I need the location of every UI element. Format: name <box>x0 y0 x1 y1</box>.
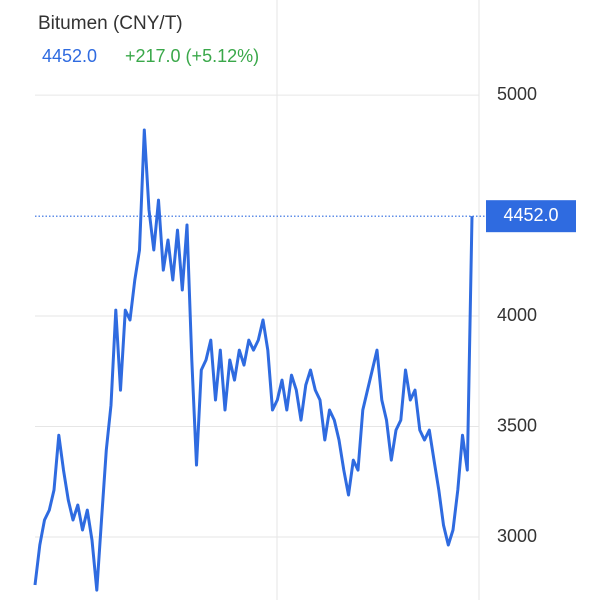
price-line <box>33 128 474 592</box>
chart-title: Bitumen (CNY/T) <box>38 13 183 34</box>
y-tick-label: 5000 <box>497 84 537 104</box>
y-tick-label: 3500 <box>497 415 537 435</box>
y-tick-label: 3000 <box>497 526 537 546</box>
last-price-box <box>486 200 576 233</box>
y-tick-label: 4000 <box>497 305 537 325</box>
last-price-label: 4452.0 <box>503 205 558 225</box>
price: 4452.0 <box>42 46 97 66</box>
change: +217.0 (+5.12%) <box>125 46 259 66</box>
